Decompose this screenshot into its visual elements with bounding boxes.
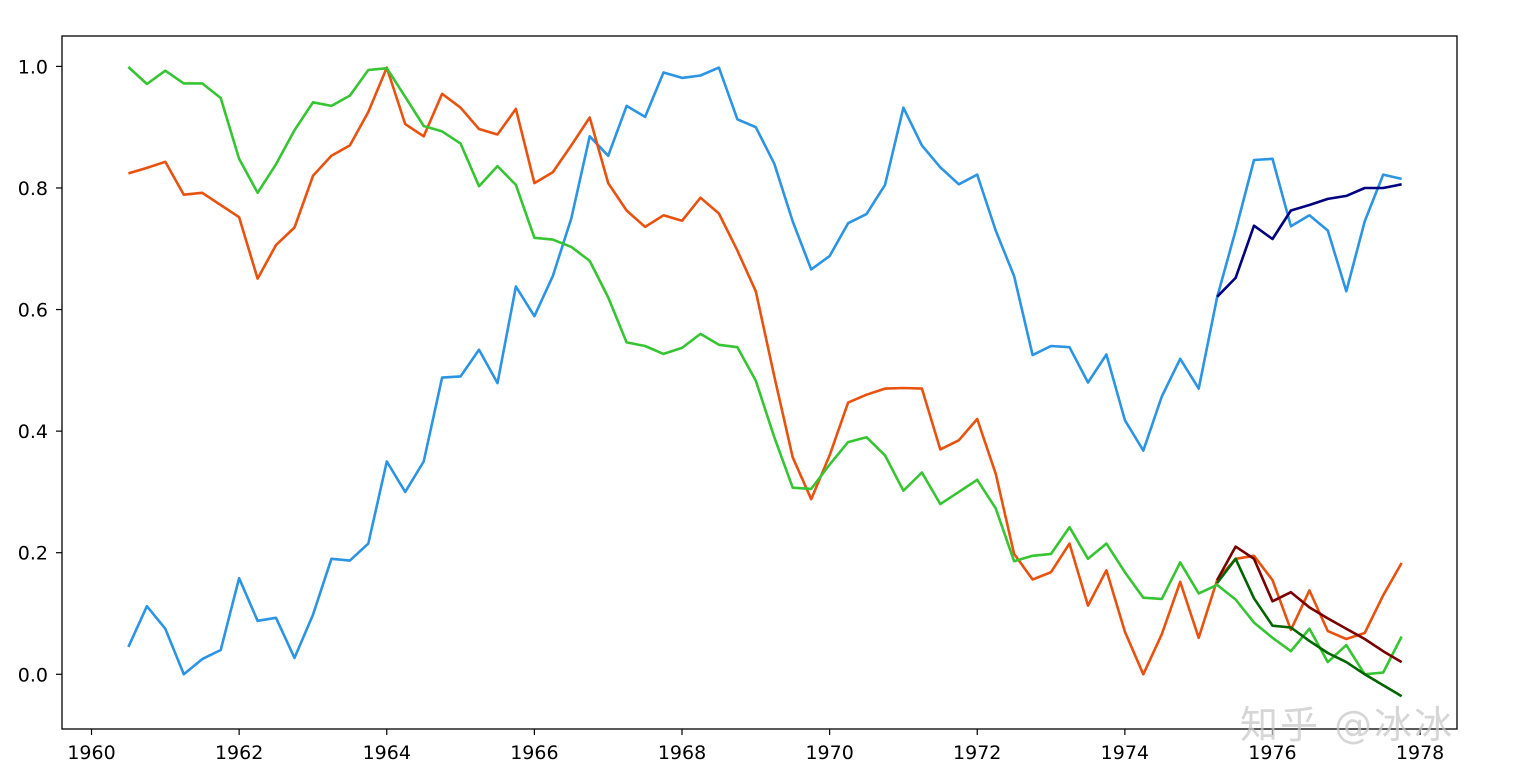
y-tick-label: 0.4 <box>18 421 48 443</box>
forecast-line-2 <box>1215 545 1403 664</box>
series-line-3 <box>127 66 1403 676</box>
series-line-1 <box>127 66 1402 676</box>
x-tick-label: 1976 <box>1248 742 1296 764</box>
y-tick-label: 0.0 <box>18 664 48 686</box>
series-layer <box>127 66 1403 676</box>
x-tick-label: 1960 <box>67 742 115 764</box>
x-tick-label: 1966 <box>510 742 558 764</box>
x-tick-label: 1962 <box>215 742 263 764</box>
x-tick-label: 1974 <box>1101 742 1149 764</box>
forecast-line-1 <box>1216 183 1402 298</box>
y-axis: 0.0 0.2 0.4 0.6 0.8 1.0 <box>18 56 62 686</box>
watermark: 知乎 @冰冰 <box>1240 703 1455 747</box>
x-tick-label: 1964 <box>363 742 411 764</box>
forecast-line-3 <box>1216 557 1403 698</box>
series-line-2 <box>128 66 1403 676</box>
x-axis: 1960 1962 1964 1966 1968 1970 1972 1974 1976 1978 <box>67 729 1444 764</box>
y-tick-label: 1.0 <box>18 56 48 78</box>
y-tick-label: 0.2 <box>18 543 48 565</box>
plot-frame <box>61 35 1458 730</box>
y-tick-label: 0.8 <box>18 178 48 200</box>
x-tick-label: 1968 <box>658 742 706 764</box>
x-tick-label: 1972 <box>953 742 1001 764</box>
forecast-layer <box>1215 183 1403 698</box>
y-tick-label: 0.6 <box>18 300 48 322</box>
x-tick-label: 1978 <box>1396 742 1444 764</box>
x-tick-label: 1970 <box>805 742 853 764</box>
